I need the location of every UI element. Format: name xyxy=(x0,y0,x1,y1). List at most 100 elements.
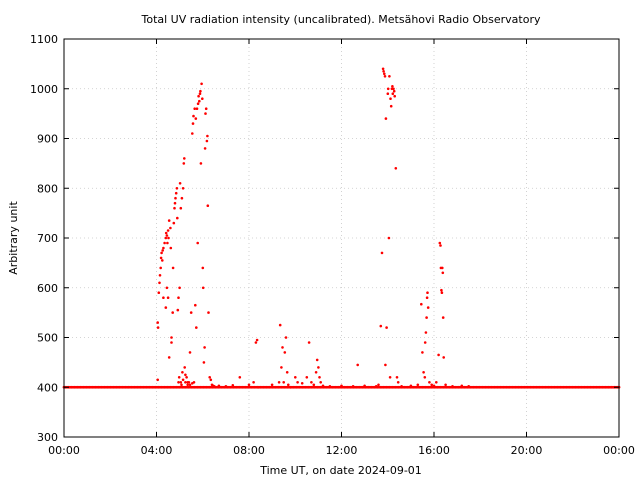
data-point xyxy=(421,351,424,354)
data-point xyxy=(189,311,193,314)
y-tick-label: 700 xyxy=(37,232,58,245)
data-point xyxy=(209,378,213,382)
data-point xyxy=(328,385,332,388)
data-point xyxy=(238,376,242,379)
x-tick-label: 08:00 xyxy=(233,444,265,457)
data-point xyxy=(161,249,164,252)
data-point xyxy=(200,82,203,86)
data-point xyxy=(393,94,397,98)
data-point xyxy=(193,107,196,110)
data-point xyxy=(430,383,434,387)
data-point xyxy=(184,373,187,377)
data-point xyxy=(423,376,427,379)
data-point xyxy=(171,311,174,314)
data-point xyxy=(451,385,454,388)
x-tick-label: 04:00 xyxy=(141,444,173,457)
data-point xyxy=(396,381,400,384)
data-point xyxy=(201,266,205,270)
y-tick-label: 400 xyxy=(37,381,58,394)
data-point xyxy=(196,241,199,245)
data-point xyxy=(441,316,445,319)
data-point xyxy=(204,107,208,110)
data-point xyxy=(384,117,388,120)
data-point xyxy=(204,112,207,115)
data-point xyxy=(386,87,390,91)
data-point xyxy=(289,386,292,389)
data-point xyxy=(171,266,175,270)
data-point xyxy=(379,324,383,328)
data-point xyxy=(167,356,171,359)
data-point xyxy=(389,97,392,100)
data-point xyxy=(180,383,183,387)
data-point xyxy=(392,89,396,93)
data-point xyxy=(195,107,199,110)
data-point xyxy=(317,366,320,369)
data-point xyxy=(203,346,206,349)
data-point xyxy=(191,122,195,125)
data-point xyxy=(280,366,283,369)
x-axis-label: Time UT, on date 2024-09-01 xyxy=(259,464,422,477)
data-point xyxy=(194,303,197,307)
data-point xyxy=(206,134,209,138)
data-point xyxy=(213,385,216,388)
data-point xyxy=(196,102,200,105)
data-point xyxy=(432,384,436,388)
data-point xyxy=(173,206,176,210)
data-point xyxy=(206,204,210,207)
data-point xyxy=(340,384,343,388)
data-point xyxy=(198,92,202,95)
data-point xyxy=(181,187,185,190)
data-point xyxy=(442,356,446,359)
data-point xyxy=(283,351,287,354)
data-point xyxy=(156,326,160,329)
data-point xyxy=(387,236,391,240)
data-point xyxy=(423,341,427,344)
data-point xyxy=(170,336,173,339)
data-point xyxy=(312,383,316,387)
data-point xyxy=(424,331,428,334)
data-point xyxy=(175,187,179,190)
data-point xyxy=(199,162,203,165)
x-tick-label: 00:00 xyxy=(603,444,635,457)
data-point xyxy=(441,266,444,270)
data-point xyxy=(178,286,181,290)
data-point xyxy=(437,353,440,357)
data-point xyxy=(192,114,195,118)
data-point xyxy=(255,338,259,342)
data-point xyxy=(377,383,380,387)
data-point xyxy=(183,157,186,160)
y-tick-label: 500 xyxy=(37,332,58,345)
y-tick-label: 900 xyxy=(37,133,58,146)
data-point xyxy=(174,196,177,200)
data-point xyxy=(307,341,311,344)
data-point xyxy=(188,383,192,387)
data-point xyxy=(166,229,170,232)
data-point xyxy=(444,383,447,387)
data-point xyxy=(177,376,181,379)
axis-ticks xyxy=(63,38,620,438)
data-points xyxy=(156,67,471,389)
data-point xyxy=(183,366,186,369)
data-point xyxy=(389,104,393,108)
data-point xyxy=(172,221,176,225)
data-point xyxy=(247,383,251,387)
data-point xyxy=(391,92,395,95)
chart-title: Total UV radiation intensity (uncalibrat… xyxy=(141,13,541,26)
data-point xyxy=(426,291,429,295)
data-point xyxy=(177,381,180,384)
data-point xyxy=(383,72,386,76)
data-point xyxy=(441,271,445,275)
data-point xyxy=(285,371,289,374)
data-point xyxy=(440,291,444,295)
data-point xyxy=(188,351,192,354)
data-point xyxy=(278,323,282,327)
data-point xyxy=(380,251,384,255)
data-point xyxy=(167,236,170,240)
data-point xyxy=(374,385,378,388)
data-point xyxy=(201,286,205,290)
data-point xyxy=(205,139,209,143)
data-point xyxy=(178,182,182,185)
data-point xyxy=(179,206,183,210)
data-point xyxy=(164,306,168,309)
